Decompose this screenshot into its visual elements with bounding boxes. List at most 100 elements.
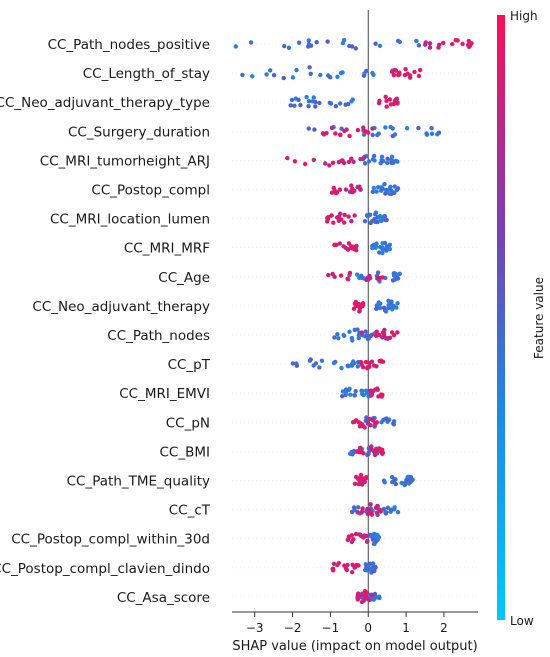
shap-point: [356, 302, 362, 307]
shap-point: [350, 570, 355, 575]
shap-point: [373, 41, 378, 46]
shap-point: [386, 303, 391, 308]
shap-point: [334, 215, 340, 220]
shap-point: [379, 154, 385, 159]
shap-point: [329, 125, 335, 131]
feature-label: CC_Neo_adjuvant_therapy: [32, 299, 210, 315]
feature-label: CC_BMI: [160, 444, 211, 460]
shap-point: [359, 273, 364, 278]
shap-point: [380, 186, 385, 191]
shap-point: [390, 126, 395, 131]
shap-point: [355, 127, 361, 133]
shap-point: [268, 68, 273, 73]
shap-point: [369, 444, 374, 449]
shap-point: [294, 363, 300, 368]
shap-point: [317, 365, 322, 370]
shap-point: [359, 330, 364, 335]
shap-point: [288, 103, 293, 108]
shap-point: [248, 40, 254, 45]
shap-point: [371, 363, 377, 368]
shap-point: [345, 537, 351, 543]
shap-point: [340, 70, 345, 75]
shap-point: [376, 185, 381, 190]
shap-point: [347, 189, 353, 194]
shap-point: [377, 595, 382, 601]
shap-point: [391, 72, 397, 78]
x-tick-label: −3: [246, 621, 264, 635]
shap-point: [373, 210, 379, 215]
shap-point: [341, 332, 346, 338]
feature-label: CC_Asa_score: [117, 590, 210, 606]
shap-point: [364, 277, 369, 282]
shap-point: [286, 45, 292, 50]
shap-point: [427, 45, 433, 50]
shap-point: [296, 40, 302, 45]
shap-point: [306, 42, 312, 47]
shap-point: [367, 416, 372, 422]
x-tick-label: 2: [440, 621, 448, 635]
shap-point: [318, 72, 323, 78]
shap-point: [292, 159, 298, 164]
shap-point: [360, 304, 365, 309]
shap-point: [363, 329, 368, 334]
shap-point: [384, 98, 389, 104]
shap-point: [374, 189, 379, 194]
shap-point: [392, 505, 397, 510]
feature-row-guides: [232, 43, 478, 598]
shap-point: [308, 71, 313, 77]
shap-point: [370, 132, 375, 138]
shap-point: [355, 272, 360, 277]
shap-point: [427, 41, 433, 46]
shap-point: [313, 99, 318, 105]
shap-point: [334, 190, 340, 195]
shap-point: [381, 305, 387, 310]
shap-point: [364, 565, 370, 570]
shap-point: [417, 67, 423, 73]
shap-point: [351, 159, 356, 164]
shap-point: [393, 68, 399, 73]
shap-point: [377, 250, 382, 255]
feature-label: CC_MRI_tumorheight_ARJ: [40, 153, 210, 169]
shap-point: [395, 330, 400, 335]
shap-point: [358, 481, 363, 486]
shap-point: [346, 247, 351, 252]
shap-point: [391, 159, 396, 164]
colorbar-high-label: High: [510, 9, 538, 23]
shap-point: [378, 509, 383, 514]
shap-point: [347, 386, 352, 391]
shap-point: [392, 476, 397, 482]
shap-point: [359, 475, 365, 481]
feature-label: CC_Postop_compl_clavien_dindo: [0, 561, 210, 577]
shap-point: [373, 505, 379, 510]
shap-point: [365, 214, 370, 219]
shap-point: [332, 242, 337, 247]
shap-point: [282, 43, 287, 49]
feature-label: CC_MRI_MRF: [124, 241, 210, 257]
shap-point: [358, 445, 363, 451]
shap-point: [349, 183, 354, 188]
shap-point: [385, 160, 390, 166]
shap-point: [356, 593, 362, 599]
shap-point: [366, 452, 371, 457]
shap-point: [342, 212, 347, 218]
shap-point: [383, 511, 389, 516]
shap-point: [376, 394, 381, 399]
shap-point: [377, 358, 382, 364]
shap-point: [335, 332, 340, 337]
feature-label: CC_Postop_compl_within_30d: [11, 532, 210, 548]
shap-point: [306, 99, 312, 104]
feature-label: CC_MRI_EMVI: [119, 386, 210, 402]
shap-point: [306, 126, 311, 131]
shap-point: [326, 214, 331, 220]
colorbar-low-label: Low: [510, 614, 534, 628]
feature-label: CC_pT: [168, 357, 211, 373]
shap-point: [392, 190, 397, 195]
shap-point: [399, 480, 404, 486]
shap-point: [250, 74, 255, 79]
shap-point: [340, 158, 345, 163]
shap-point: [343, 566, 349, 571]
shap-point: [364, 596, 369, 601]
shap-point: [416, 73, 422, 79]
shap-point: [405, 474, 411, 480]
